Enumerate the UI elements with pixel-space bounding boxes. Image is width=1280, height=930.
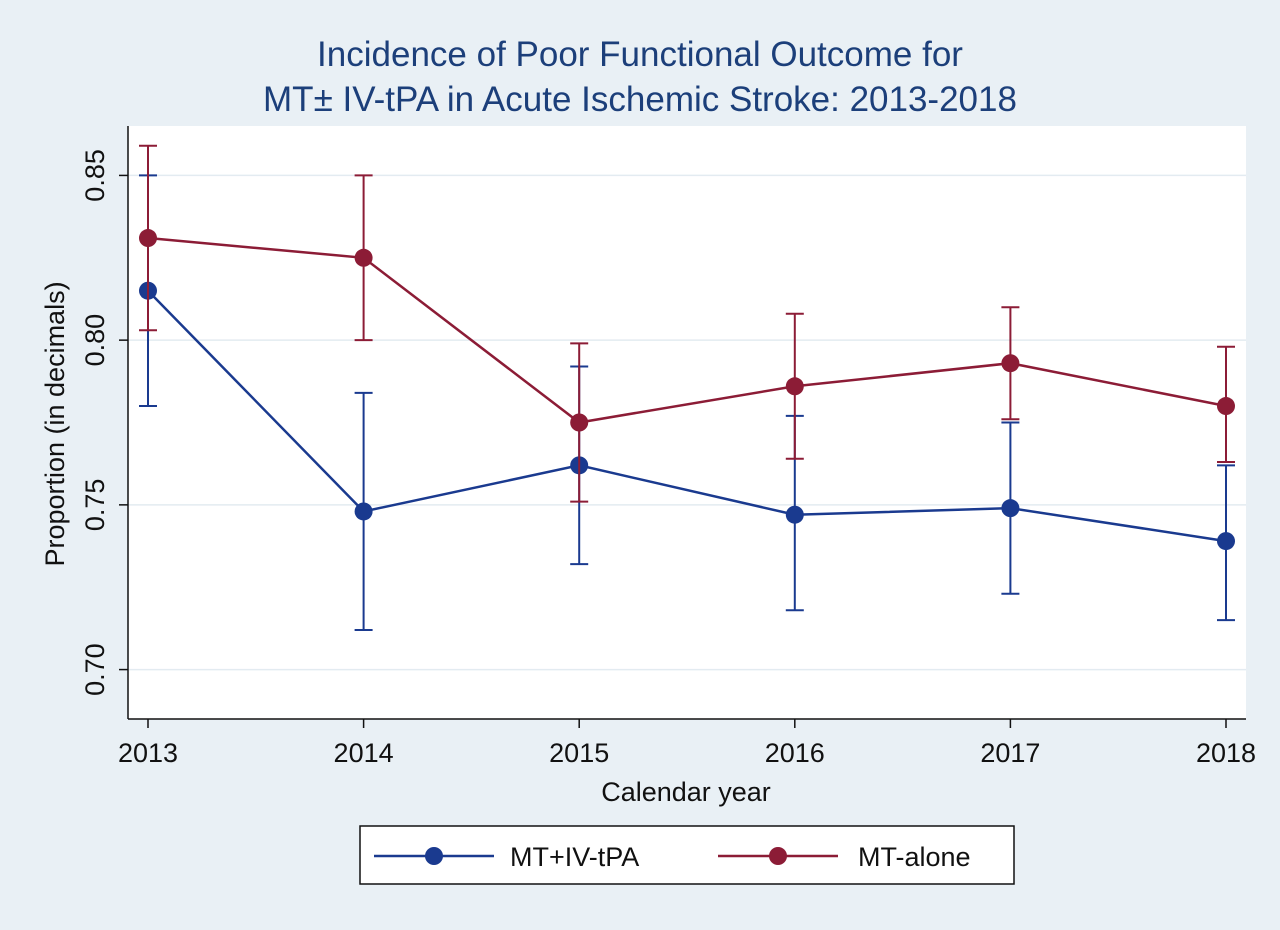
data-point	[1217, 532, 1235, 551]
data-point	[354, 502, 373, 521]
y-tick-label: 0.85	[80, 149, 110, 202]
data-point	[139, 229, 157, 248]
y-axis-title: Proportion (in decimals)	[40, 281, 70, 566]
series-line-mt-alone	[147, 236, 1227, 424]
data-point	[1217, 397, 1235, 416]
legend: MT+IV-tPA MT-alone	[359, 825, 1015, 885]
series-mt-alone	[139, 144, 1235, 503]
chart-title-line-2: MT± IV-tPA in Acute Ischemic Stroke: 201…	[263, 80, 1017, 119]
x-tick-label: 2014	[334, 738, 394, 768]
data-point	[785, 377, 804, 396]
legend-marker-mt-alone	[769, 847, 787, 865]
x-tick-label: 2016	[765, 738, 825, 768]
x-axis-title: Calendar year	[601, 777, 771, 807]
legend-marker-mt-iv-tpa	[425, 847, 443, 865]
data-point	[354, 248, 373, 267]
legend-label-mt-iv-tpa: MT+IV-tPA	[510, 842, 639, 872]
x-tick-label: 2015	[549, 738, 609, 768]
y-tick-label: 0.80	[80, 314, 110, 367]
x-tick-label: 2013	[118, 738, 178, 768]
y-tick-label: 0.70	[80, 643, 110, 696]
x-tick-label: 2018	[1196, 738, 1256, 768]
plot-area	[128, 126, 1246, 719]
chart-title-line-1: Incidence of Poor Functional Outcome for	[317, 35, 963, 74]
series-line-mt-iv-tpa	[147, 289, 1227, 543]
x-tick-label: 2017	[980, 738, 1040, 768]
legend-label-mt-alone: MT-alone	[858, 842, 971, 872]
y-tick-label: 0.75	[80, 479, 110, 532]
data-point	[1001, 499, 1020, 518]
gridlines	[128, 174, 1246, 671]
axes: 0.70 0.75 0.80 0.85 2013 2014 2015 2016 2017 2018	[80, 126, 1256, 768]
data-point	[1001, 354, 1020, 373]
data-point	[570, 413, 589, 432]
data-point	[785, 505, 804, 524]
series-layer	[139, 144, 1235, 632]
